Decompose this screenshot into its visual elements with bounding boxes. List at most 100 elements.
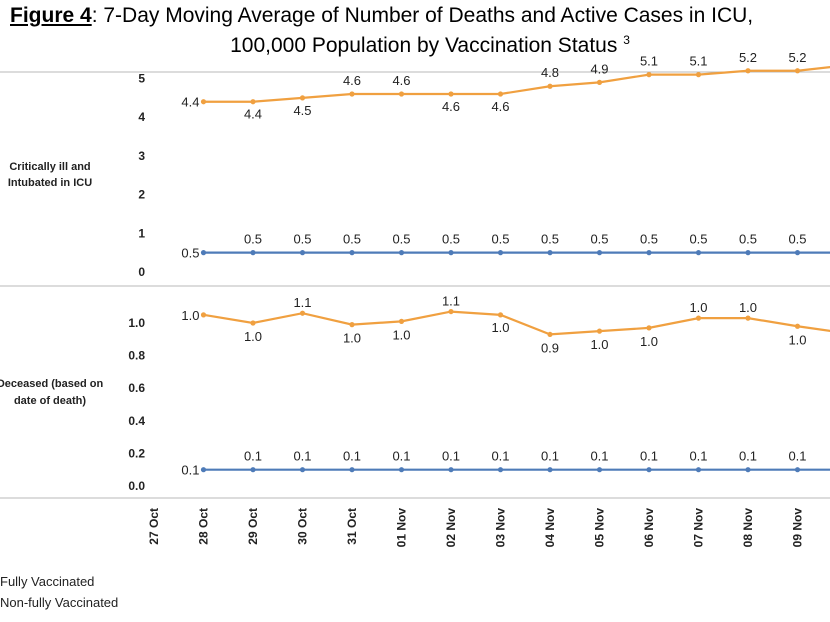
x-tick-label: 09 Nov <box>791 508 805 548</box>
data-label: 0.5 <box>640 232 658 247</box>
data-label: 0.5 <box>739 232 757 247</box>
legend-non-fully-vaccinated: Non-fully Vaccinated <box>0 595 119 610</box>
data-label: 5.2 <box>739 50 757 65</box>
chart-title-line-2: 100,000 Population by Vaccination Status… <box>0 33 830 58</box>
data-point <box>646 250 652 256</box>
data-point <box>794 68 801 74</box>
data-label: 5.1 <box>689 54 707 69</box>
data-label: 1.1 <box>442 294 460 309</box>
data-point <box>547 83 553 89</box>
data-label: 4.6 <box>392 73 410 88</box>
data-label: 1.0 <box>788 332 806 347</box>
data-label: 4.9 <box>590 61 608 76</box>
data-point <box>695 72 702 78</box>
x-tick-label: 03 Nov <box>494 508 508 548</box>
data-point <box>200 250 207 256</box>
y-axis-label-line-1: Deceased (based on <box>0 378 103 390</box>
data-label: 0.5 <box>689 232 707 247</box>
data-label: 0.5 <box>343 232 361 247</box>
series-line <box>203 310 830 336</box>
data-point <box>547 250 553 256</box>
x-tick-label: 02 Nov <box>444 508 458 548</box>
data-label: 1.0 <box>590 337 608 352</box>
data-label: 4.5 <box>293 103 311 118</box>
data-label: 4.6 <box>442 99 460 114</box>
y-tick-label: 0.0 <box>128 479 145 493</box>
data-point <box>794 467 801 473</box>
data-point <box>695 250 702 256</box>
data-label: 0.9 <box>541 340 559 355</box>
data-point <box>299 467 306 473</box>
data-label: 0.1 <box>343 449 361 464</box>
legend-fully-vaccinated: Fully Vaccinated <box>0 574 95 589</box>
title-text-2: 100,000 Population by Vaccination Status <box>230 34 618 57</box>
data-point <box>398 318 405 324</box>
data-label: 1.0 <box>739 300 757 315</box>
chart-title-line-1: Figure 4: 7-Day Moving Average of Number… <box>10 4 753 28</box>
data-label: 0.5 <box>181 246 199 261</box>
series-line <box>203 66 830 103</box>
data-point <box>745 250 751 256</box>
data-label: 4.8 <box>541 65 559 80</box>
title-text-1: : 7-Day Moving Average of Number of Deat… <box>91 4 754 27</box>
data-point <box>497 250 504 256</box>
data-point <box>547 467 553 473</box>
data-point <box>794 323 801 329</box>
data-label: 0.5 <box>293 232 311 247</box>
x-tick-label: 28 Oct <box>197 508 211 545</box>
data-label: 0.5 <box>788 232 806 247</box>
data-point <box>497 312 504 318</box>
y-tick-label: 0 <box>138 265 145 279</box>
data-label: 1.0 <box>689 300 707 315</box>
data-point <box>695 315 702 321</box>
data-label: 1.0 <box>343 331 361 346</box>
data-point <box>448 467 454 473</box>
data-label: 0.1 <box>293 449 311 464</box>
data-label: 4.6 <box>491 99 509 114</box>
title-footnote: 3 <box>623 33 630 47</box>
data-label: 0.1 <box>491 449 509 464</box>
data-label: 4.4 <box>244 107 262 122</box>
data-point <box>448 250 454 256</box>
data-point <box>547 331 553 338</box>
x-tick-label: 01 Nov <box>395 508 409 548</box>
y-tick-label: 1 <box>138 226 145 240</box>
x-tick-label: 05 Nov <box>593 508 607 548</box>
data-label: 0.1 <box>689 449 707 464</box>
data-label: 0.5 <box>244 232 262 247</box>
y-tick-label: 0.6 <box>128 381 145 395</box>
data-point <box>250 320 256 326</box>
data-label: 5.2 <box>788 50 806 65</box>
data-label: 1.0 <box>392 327 410 342</box>
data-label: 0.1 <box>640 449 658 464</box>
data-label: 4.6 <box>343 73 361 88</box>
x-tick-label: 04 Nov <box>543 508 557 548</box>
x-tick-label: 06 Nov <box>642 508 656 548</box>
data-point <box>745 68 751 74</box>
y-tick-label: 4 <box>138 110 145 124</box>
x-tick-label: 08 Nov <box>741 508 755 548</box>
data-point <box>349 322 355 328</box>
data-point <box>695 467 702 473</box>
data-label: 0.1 <box>392 449 410 464</box>
x-tick-label: 29 Oct <box>246 508 260 545</box>
data-point <box>646 72 652 78</box>
data-point <box>448 91 454 97</box>
data-point <box>794 250 801 256</box>
data-point <box>200 467 207 473</box>
y-tick-label: 1.0 <box>128 316 145 330</box>
data-point <box>398 91 405 97</box>
data-label: 0.1 <box>739 449 757 464</box>
data-label: 0.5 <box>442 232 460 247</box>
x-tick-label: 30 Oct <box>296 508 310 545</box>
data-label: 0.1 <box>244 449 262 464</box>
y-tick-label: 0.4 <box>128 414 145 428</box>
data-point <box>250 99 256 105</box>
data-point <box>745 315 751 321</box>
data-label: 1.0 <box>640 334 658 349</box>
data-label: 5.1 <box>640 54 658 69</box>
data-label: 0.1 <box>590 449 608 464</box>
data-point <box>448 308 454 315</box>
y-axis-label-line-2: date of death) <box>14 395 86 407</box>
